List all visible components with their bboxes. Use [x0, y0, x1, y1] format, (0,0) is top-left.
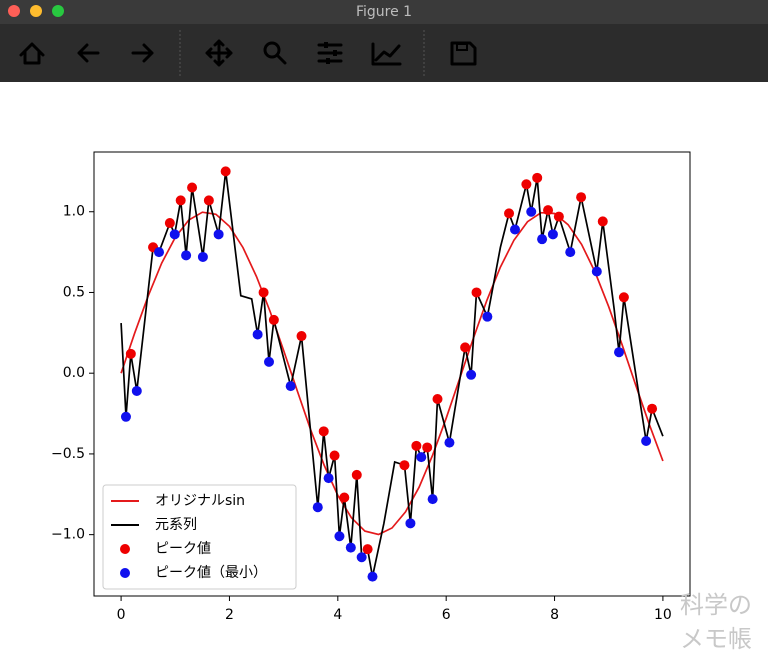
legend-frame: [102, 484, 297, 590]
peak-marker: [351, 469, 362, 480]
peak-marker: [405, 518, 416, 529]
peak-marker: [312, 502, 323, 513]
peak-marker: [285, 381, 296, 392]
peak-marker: [647, 403, 658, 414]
window-title: Figure 1: [356, 4, 412, 20]
legend-label: 元系列: [155, 517, 197, 533]
forward-button[interactable]: [131, 43, 154, 63]
x-tick-label: 8: [550, 607, 559, 623]
legend-swatch: [120, 544, 130, 554]
zoom-tool-button[interactable]: [263, 41, 287, 65]
peak-marker: [323, 473, 334, 484]
x-tick-label: 10: [654, 607, 672, 623]
peak-marker: [164, 218, 175, 229]
zoom-button[interactable]: [52, 5, 64, 17]
figure-canvas: 0 2 4 6 8 10 −1.0 −0.5 0.0 0.5 1.0 オリジナルsin 元系列ピーク値ピ…: [51, 151, 691, 623]
peak-marker: [197, 251, 208, 262]
peak-marker: [526, 206, 537, 217]
peak-marker: [411, 440, 422, 451]
legend-swatch: [120, 568, 130, 578]
peak-marker: [334, 531, 345, 542]
x-tick-label: 4: [333, 607, 342, 623]
peak-marker: [175, 195, 186, 206]
y-tick-label: 1.0: [63, 204, 85, 220]
pan-button[interactable]: [205, 39, 233, 67]
peak-marker: [482, 311, 493, 322]
save-button[interactable]: [450, 41, 477, 66]
peak-marker: [509, 224, 520, 235]
peak-marker: [641, 436, 652, 447]
home-button[interactable]: [19, 42, 45, 65]
peak-marker: [339, 492, 350, 503]
peak-marker: [521, 179, 532, 190]
y-tick-label: −0.5: [51, 446, 85, 462]
peak-marker: [120, 411, 131, 422]
series-line: [120, 211, 664, 536]
peak-marker: [537, 234, 548, 245]
peak-marker: [543, 205, 554, 216]
peak-marker: [553, 211, 564, 222]
back-button[interactable]: [77, 43, 100, 63]
y-tick-label: 0.5: [63, 284, 85, 300]
axes-frame: [93, 151, 691, 597]
peak-marker: [367, 571, 378, 582]
peak-marker: [154, 247, 165, 258]
peak-marker: [203, 195, 214, 206]
peak-marker: [318, 426, 329, 437]
minimize-button[interactable]: [30, 5, 42, 17]
peak-marker: [356, 552, 367, 563]
peak-marker: [125, 348, 136, 359]
peak-marker: [399, 460, 410, 471]
close-button[interactable]: [8, 5, 20, 17]
peak-marker: [220, 166, 231, 177]
legend-label: オリジナルsin: [155, 493, 245, 509]
peak-marker: [131, 385, 142, 396]
peak-marker: [252, 329, 263, 340]
x-tick-label: 0: [117, 607, 126, 623]
peak-marker: [618, 292, 629, 303]
y-tick-label: 0.0: [63, 365, 85, 381]
peak-marker: [169, 229, 180, 240]
edit-axis-button[interactable]: [371, 42, 402, 66]
peak-marker: [576, 192, 587, 203]
configure-button[interactable]: [317, 42, 343, 64]
peak-marker: [432, 394, 443, 405]
peak-marker: [362, 544, 373, 555]
peak-marker: [532, 172, 543, 183]
watermark: 科学の: [680, 591, 752, 619]
peak-marker: [345, 542, 356, 553]
peak-marker: [460, 342, 471, 353]
legend-label: ピーク値: [155, 541, 211, 557]
peak-marker: [444, 437, 455, 448]
peak-marker: [187, 182, 198, 193]
peak-marker: [597, 216, 608, 227]
peak-marker: [264, 356, 275, 367]
legend-label: ピーク値（最小）: [155, 565, 267, 581]
peak-marker: [422, 442, 433, 453]
peak-marker: [547, 229, 558, 240]
watermark: メモ帳: [680, 625, 752, 653]
peak-marker: [213, 229, 224, 240]
peak-marker: [329, 450, 340, 461]
title-bar: [0, 0, 768, 24]
peak-marker: [565, 247, 576, 258]
x-tick-label: 2: [225, 607, 234, 623]
peak-marker: [466, 369, 477, 380]
peak-marker: [614, 347, 625, 358]
peak-marker: [591, 266, 602, 277]
peak-marker: [427, 494, 438, 505]
peak-marker: [268, 314, 279, 325]
peak-marker: [416, 452, 427, 463]
peak-marker: [471, 287, 482, 298]
peak-marker: [181, 250, 192, 261]
y-tick-label: −1.0: [51, 527, 85, 543]
peak-marker: [258, 287, 269, 298]
x-tick-label: 6: [442, 607, 451, 623]
peak-marker: [504, 208, 515, 219]
peak-marker: [296, 331, 307, 342]
